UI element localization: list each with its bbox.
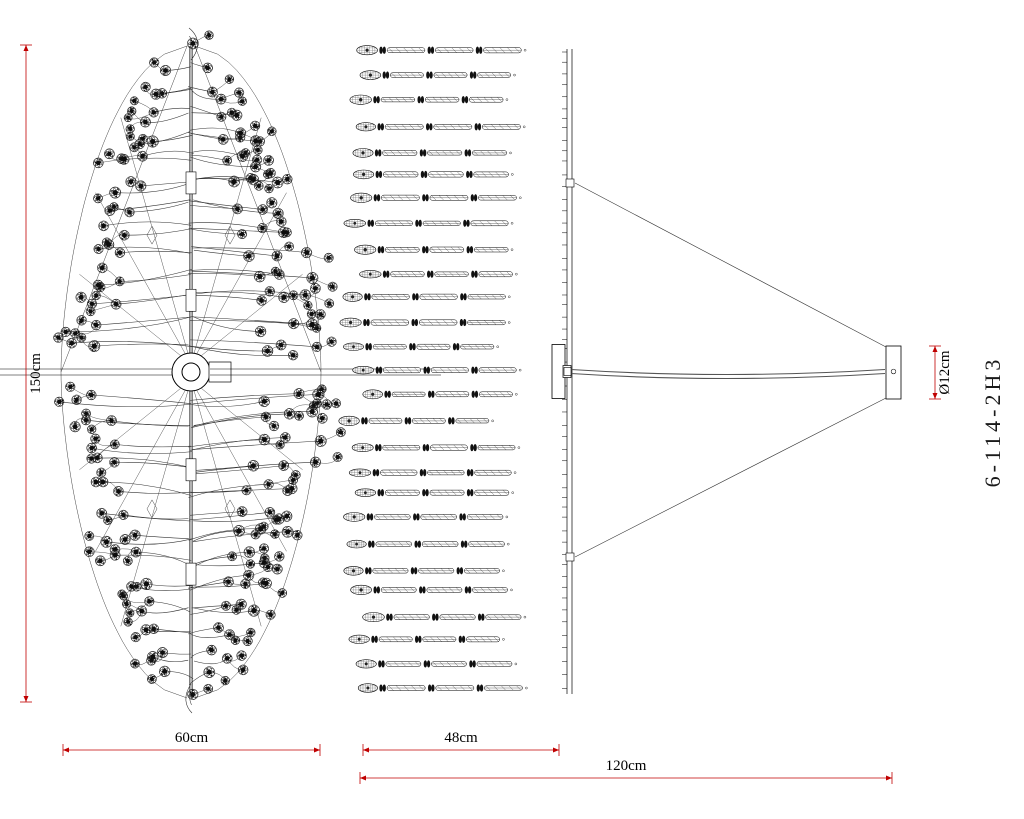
- svg-text:60cm: 60cm: [175, 730, 209, 746]
- svg-text:120cm: 120cm: [606, 758, 647, 774]
- svg-text:48cm: 48cm: [444, 730, 478, 746]
- svg-text:6-114-2H3: 6-114-2H3: [980, 356, 1005, 488]
- svg-text:Ø12cm: Ø12cm: [937, 350, 953, 394]
- svg-text:150cm: 150cm: [28, 353, 44, 394]
